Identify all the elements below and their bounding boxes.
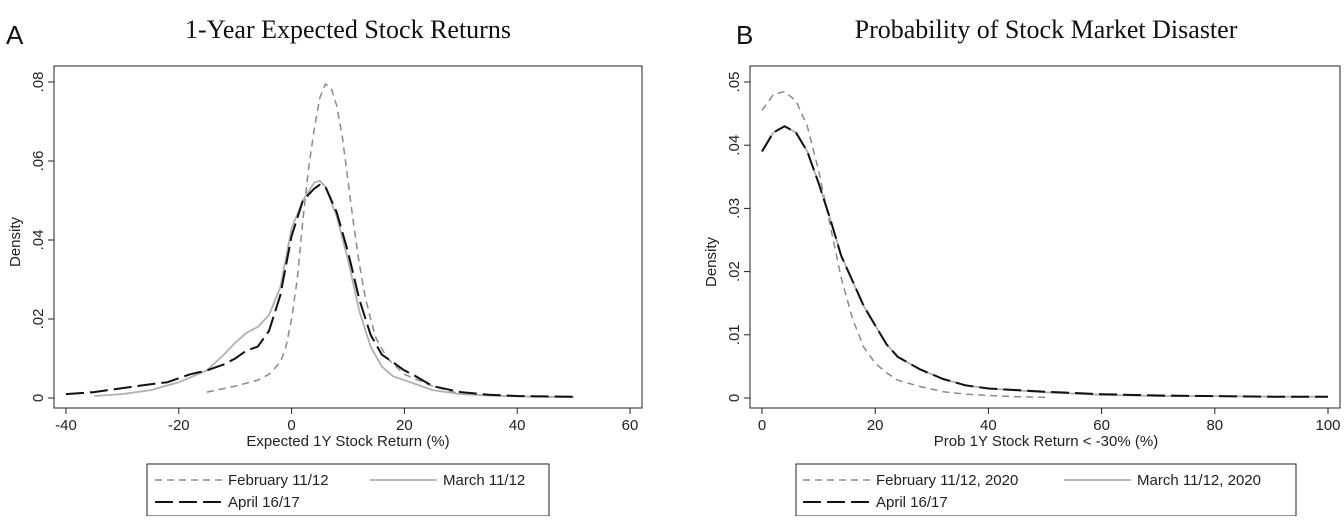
y-axis-label: Density [703, 236, 720, 287]
legend-label-april: April 16/17 [228, 494, 300, 511]
y-tick-label: .06 [30, 151, 47, 172]
legend-label-march: March 11/12, 2020 [1137, 472, 1261, 489]
x-tick-label: 80 [1206, 417, 1223, 434]
legend-box [146, 463, 550, 517]
x-tick-label: 0 [287, 417, 295, 434]
panel-letter: A [6, 20, 24, 50]
x-axis-label: Prob 1Y Stock Return < -30% (%) [934, 433, 1158, 450]
plot-frame [53, 65, 643, 409]
y-tick-label: .04 [30, 230, 47, 251]
plot-frame [749, 65, 1341, 409]
x-tick-label: 0 [758, 417, 766, 434]
panel-a: A 1-Year Expected Stock Returns Density … [6, 15, 643, 517]
x-tick-label: 20 [867, 417, 884, 434]
chart-title: Probability of Stock Market Disaster [855, 15, 1238, 44]
series-line-february [206, 83, 462, 395]
x-tick-label: -40 [55, 417, 77, 434]
legend-label-april: April 16/17 [876, 494, 948, 511]
series-lines [65, 83, 574, 399]
y-tick-label: .02 [726, 261, 743, 282]
y-tick-label: 0 [726, 394, 743, 402]
panel-letter: B [736, 20, 753, 50]
series-line-march [94, 179, 574, 399]
legend: February 11/12 March 11/12 April 16/17 [146, 463, 550, 517]
x-tick-label: -20 [168, 417, 190, 434]
x-ticks: -40 -20 0 20 40 60 [55, 408, 638, 434]
y-tick-label: .05 [726, 72, 743, 93]
y-tick-label: .04 [726, 135, 743, 156]
series-line-march [761, 125, 1328, 398]
legend: February 11/12, 2020 March 11/12, 2020 A… [795, 463, 1297, 517]
series-lines [761, 90, 1328, 399]
x-tick-label: 60 [622, 417, 639, 434]
series-line-april [65, 183, 574, 398]
x-tick-label: 20 [396, 417, 413, 434]
y-axis-label: Density [7, 216, 24, 267]
y-tick-label: .02 [30, 309, 47, 330]
y-tick-label: 0 [30, 394, 47, 402]
panel-b: B Probability of Stock Market Disaster D… [703, 15, 1341, 517]
legend-label-february: February 11/12, 2020 [876, 472, 1018, 489]
y-ticks: 0 .01 .02 .03 .04 .05 [726, 72, 750, 402]
legend-label-february: February 11/12 [228, 472, 329, 489]
x-ticks: 0 20 40 60 80 100 [758, 408, 1341, 434]
series-line-april [761, 125, 1328, 398]
x-axis-label: Expected 1Y Stock Return (%) [246, 433, 449, 450]
y-ticks: 0 .02 .04 .06 .08 [30, 72, 54, 402]
x-tick-label: 100 [1315, 417, 1340, 434]
chart-title: 1-Year Expected Stock Returns [185, 15, 511, 44]
y-tick-label: .08 [30, 72, 47, 93]
y-tick-label: .03 [726, 198, 743, 219]
series-line-february [761, 90, 1046, 399]
x-tick-label: 40 [980, 417, 997, 434]
y-tick-label: .01 [726, 324, 743, 345]
x-tick-label: 60 [1093, 417, 1110, 434]
x-tick-label: 40 [509, 417, 526, 434]
legend-label-march: March 11/12 [443, 472, 525, 489]
